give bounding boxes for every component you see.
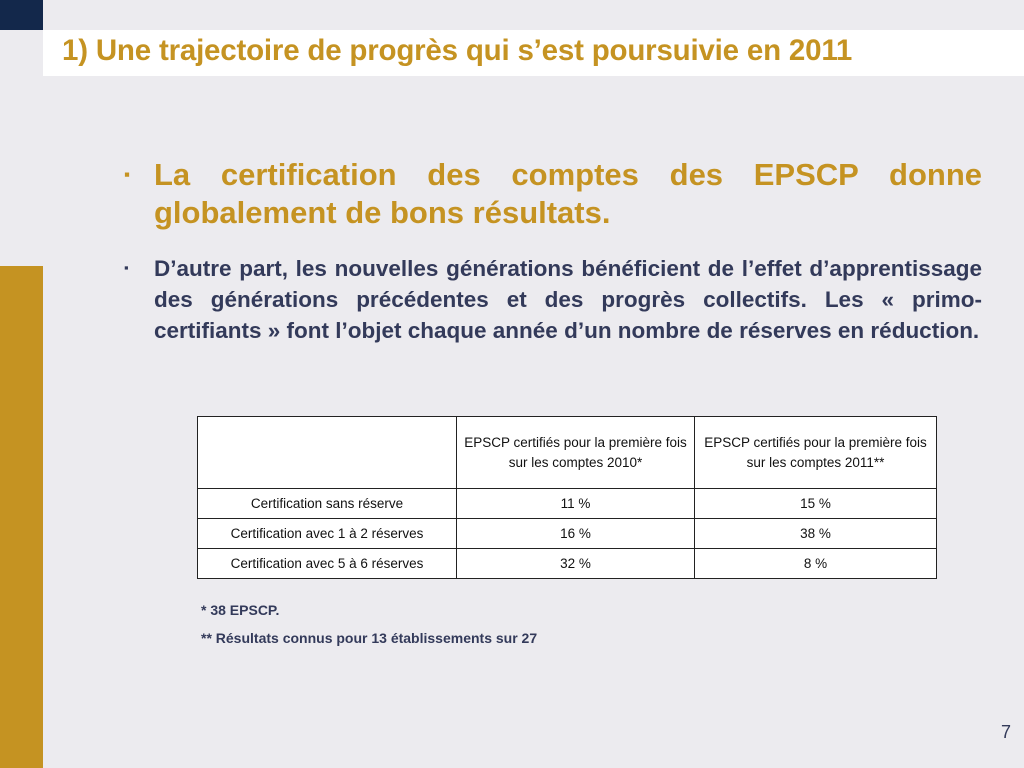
footnote-2010: * 38 EPSCP. [201,602,280,618]
table-row: Certification avec 5 à 6 réserves 32 % 8… [197,548,937,579]
table-row: Certification sans réserve 11 % 15 % [197,488,937,519]
row-label: Certification avec 1 à 2 réserves [197,518,457,549]
bullet-learning-effect: ▪ D’autre part, les nouvelles génération… [124,253,982,346]
table-header-empty [197,416,457,489]
corner-navy-block [0,0,43,30]
row-label: Certification sans réserve [197,488,457,519]
table-header-row: EPSCP certifiés pour la première fois su… [197,416,937,489]
cell-2011: 8 % [694,548,937,579]
title-bar [43,30,1024,76]
bullet-text: D’autre part, les nouvelles générations … [154,256,982,343]
cell-2011: 38 % [694,518,937,549]
footnote-2011: ** Résultats connus pour 13 établissemen… [201,630,538,646]
cell-2010: 16 % [456,518,695,549]
bullet-text: La certification des comptes des EPSCP d… [154,157,982,230]
certification-results-table: EPSCP certifiés pour la première fois su… [197,416,937,579]
slide-title: 1) Une trajectoire de progrès qui s’est … [62,34,853,67]
square-bullet-icon: ▪ [124,165,131,184]
row-label: Certification avec 5 à 6 réserves [197,548,457,579]
cell-2010: 11 % [456,488,695,519]
table-header-2010: EPSCP certifiés pour la première fois su… [456,416,695,489]
bullet-main-finding: ▪ La certification des comptes des EPSCP… [124,156,982,232]
cell-2011: 15 % [694,488,937,519]
left-accent-bar [0,266,43,768]
cell-2010: 32 % [456,548,695,579]
square-bullet-icon: ▪ [124,260,129,275]
table-header-2011: EPSCP certifiés pour la première fois su… [694,416,937,489]
page-number: 7 [1001,722,1012,742]
table-row: Certification avec 1 à 2 réserves 16 % 3… [197,518,937,549]
